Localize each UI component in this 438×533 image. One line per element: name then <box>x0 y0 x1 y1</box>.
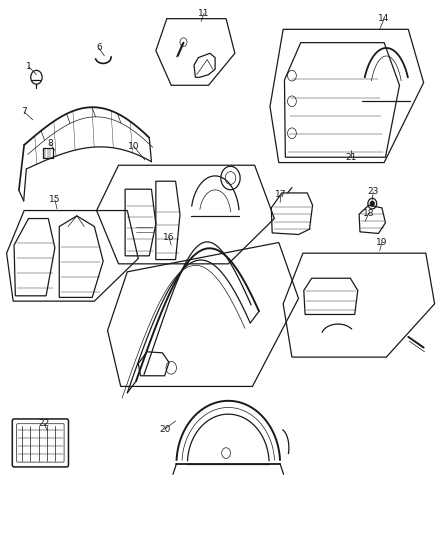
Text: 10: 10 <box>128 142 139 151</box>
Text: 6: 6 <box>95 44 102 52</box>
Text: 21: 21 <box>345 153 356 161</box>
Text: 20: 20 <box>159 425 170 433</box>
Text: 1: 1 <box>25 62 32 71</box>
Text: 19: 19 <box>375 238 387 247</box>
Text: 11: 11 <box>198 9 209 18</box>
Text: 16: 16 <box>163 233 174 241</box>
Text: 8: 8 <box>47 140 53 148</box>
Text: 18: 18 <box>362 209 374 217</box>
Text: 15: 15 <box>49 196 60 204</box>
Text: 17: 17 <box>275 190 286 199</box>
Text: 22: 22 <box>38 419 49 428</box>
Text: 23: 23 <box>367 188 378 196</box>
Text: 14: 14 <box>378 14 389 23</box>
Circle shape <box>369 201 374 206</box>
Text: 7: 7 <box>21 108 27 116</box>
